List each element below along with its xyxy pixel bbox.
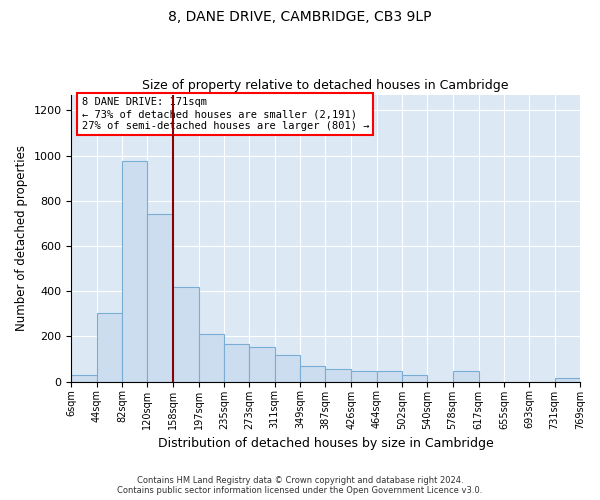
X-axis label: Distribution of detached houses by size in Cambridge: Distribution of detached houses by size … [158,437,494,450]
Bar [452,372,479,382]
Bar [224,344,250,382]
Bar [377,372,402,382]
Text: Contains HM Land Registry data © Crown copyright and database right 2024.
Contai: Contains HM Land Registry data © Crown c… [118,476,482,495]
Bar [275,354,300,382]
Bar [554,378,580,382]
Title: Size of property relative to detached houses in Cambridge: Size of property relative to detached ho… [142,79,509,92]
Bar [122,161,148,382]
Text: 8 DANE DRIVE: 171sqm
← 73% of detached houses are smaller (2,191)
27% of semi-de: 8 DANE DRIVE: 171sqm ← 73% of detached h… [82,98,369,130]
Y-axis label: Number of detached properties: Number of detached properties [15,145,28,331]
Bar [71,375,97,382]
Bar [352,372,377,382]
Text: 8, DANE DRIVE, CAMBRIDGE, CB3 9LP: 8, DANE DRIVE, CAMBRIDGE, CB3 9LP [168,10,432,24]
Bar [148,214,173,382]
Bar [300,366,325,382]
Bar [97,312,122,382]
Bar [250,346,275,382]
Bar [325,369,352,382]
Bar [173,286,199,382]
Bar [199,334,224,382]
Bar [402,375,427,382]
